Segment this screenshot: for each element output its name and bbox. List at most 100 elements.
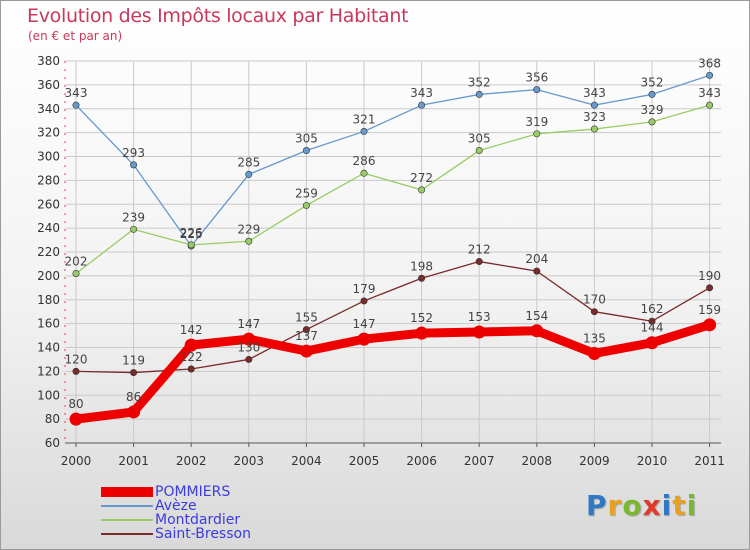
axes: 60 80 100 120 140 160 180 200 220 240 260 280 300 320…: [37, 54, 725, 468]
y-tick-label: 180: [37, 293, 60, 307]
data-labels: 343 293 225 285 305 321 343 352 356 343 352 368 202 2…: [65, 56, 722, 411]
x-tick-label: 2010: [637, 454, 668, 468]
data-point: [418, 274, 426, 282]
data-point: [130, 225, 138, 233]
data-label: 153: [468, 310, 491, 324]
legend-swatch: [101, 533, 153, 535]
data-point: [475, 258, 483, 266]
data-label: 356: [525, 71, 548, 85]
x-tick-label: 2009: [579, 454, 610, 468]
y-tick-label: 80: [45, 412, 60, 426]
x-tick-label: 2006: [406, 454, 437, 468]
data-point: [530, 324, 544, 338]
y-tick-label: 60: [45, 436, 60, 450]
data-label: 272: [410, 171, 433, 185]
grid: [65, 60, 721, 444]
data-point: [706, 71, 714, 79]
data-label: 154: [525, 309, 548, 323]
data-point: [418, 186, 426, 194]
data-point: [706, 284, 714, 292]
data-label: 202: [65, 254, 88, 268]
series: [69, 71, 717, 426]
data-point: [703, 318, 717, 332]
data-point: [360, 169, 368, 177]
data-point: [302, 326, 310, 334]
y-tick-label: 280: [37, 173, 60, 187]
proxiti-logo: Proxiti: [586, 489, 697, 522]
y-tick-label: 360: [37, 78, 60, 92]
x-tick-label: 2002: [176, 454, 207, 468]
data-label: 190: [698, 269, 721, 283]
data-point: [648, 90, 656, 98]
data-point: [533, 267, 541, 275]
y-tick-label: 340: [37, 102, 60, 116]
data-label: 147: [237, 317, 260, 331]
data-label: 226: [180, 226, 203, 240]
x-tick-label: 2011: [694, 454, 725, 468]
series-line: [71, 320, 715, 424]
data-point: [475, 147, 483, 155]
data-point: [472, 325, 486, 339]
data-point: [299, 344, 313, 358]
data-point: [72, 269, 80, 277]
x-tick-label: 2005: [349, 454, 380, 468]
data-label: 147: [353, 317, 376, 331]
data-point: [242, 332, 256, 346]
y-tick-label: 120: [37, 364, 60, 378]
data-point: [360, 297, 368, 305]
data-label: 135: [583, 331, 606, 345]
y-tick-label: 240: [37, 221, 60, 235]
series-line: [75, 260, 711, 374]
data-point: [72, 367, 80, 375]
logo-letter: t: [672, 489, 687, 522]
data-label: 122: [180, 350, 203, 364]
data-label: 352: [468, 75, 491, 89]
y-tick-label: 160: [37, 317, 60, 331]
y-tick-label: 380: [37, 54, 60, 68]
data-point: [184, 338, 198, 352]
data-label: 130: [237, 340, 260, 354]
x-tick-label: 2008: [522, 454, 553, 468]
data-label: 225: [180, 227, 203, 241]
series-saint-bresson: [72, 258, 714, 377]
data-label: 86: [126, 390, 141, 404]
data-point: [648, 317, 656, 325]
data-point: [415, 326, 429, 340]
series-line: [75, 74, 711, 247]
data-point: [302, 201, 310, 209]
logo-letter: P: [586, 489, 608, 522]
data-label: 142: [180, 323, 203, 337]
data-label: 152: [410, 311, 433, 325]
y-tick-label: 320: [37, 126, 60, 140]
data-label: 293: [122, 146, 145, 160]
data-label: 159: [698, 303, 721, 317]
x-tick-label: 2001: [118, 454, 149, 468]
data-point: [245, 355, 253, 363]
data-point: [645, 336, 659, 350]
data-label: 137: [295, 329, 318, 343]
logo-letter: x: [642, 489, 662, 522]
data-label: 204: [525, 252, 548, 266]
data-point: [648, 118, 656, 126]
data-label: 323: [583, 110, 606, 124]
data-label: 368: [698, 56, 721, 70]
data-point: [69, 412, 83, 426]
data-label: 144: [641, 321, 664, 335]
data-label: 162: [641, 302, 664, 316]
data-label: 198: [410, 259, 433, 273]
data-point: [187, 365, 195, 373]
legend-label: Saint-Bresson: [155, 526, 251, 542]
y-tick-label: 100: [37, 388, 60, 402]
data-point: [533, 86, 541, 94]
data-point: [127, 405, 141, 419]
data-label: 119: [122, 354, 145, 368]
y-tick-label: 220: [37, 245, 60, 259]
logo-letter: i: [661, 489, 673, 522]
series-line: [75, 104, 711, 275]
data-label: 259: [295, 186, 318, 200]
data-point: [187, 241, 195, 249]
data-point: [533, 130, 541, 138]
data-point: [130, 369, 138, 377]
logo-letter: o: [622, 489, 643, 522]
